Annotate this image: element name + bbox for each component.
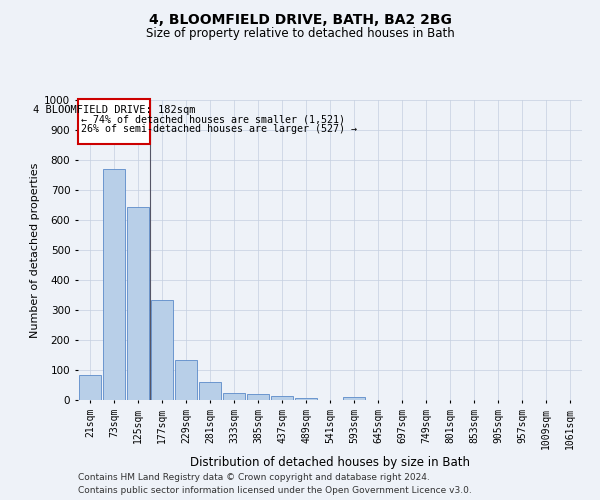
Text: 26% of semi-detached houses are larger (527) →: 26% of semi-detached houses are larger (… [81, 124, 357, 134]
Text: Contains HM Land Registry data © Crown copyright and database right 2024.: Contains HM Land Registry data © Crown c… [78, 474, 430, 482]
FancyBboxPatch shape [79, 100, 151, 144]
Bar [103, 169, 125, 400]
Bar [295, 398, 317, 400]
X-axis label: Distribution of detached houses by size in Bath: Distribution of detached houses by size … [190, 456, 470, 468]
Bar [175, 360, 197, 400]
Y-axis label: Number of detached properties: Number of detached properties [30, 162, 40, 338]
Bar [79, 375, 101, 400]
Text: Size of property relative to detached houses in Bath: Size of property relative to detached ho… [146, 28, 454, 40]
Text: Contains public sector information licensed under the Open Government Licence v3: Contains public sector information licen… [78, 486, 472, 495]
Text: ← 74% of detached houses are smaller (1,521): ← 74% of detached houses are smaller (1,… [81, 115, 345, 125]
Bar [151, 300, 173, 400]
Bar [343, 397, 365, 400]
Bar [199, 382, 221, 400]
Text: 4 BLOOMFIELD DRIVE: 182sqm: 4 BLOOMFIELD DRIVE: 182sqm [33, 105, 196, 115]
Bar [247, 394, 269, 400]
Bar [271, 396, 293, 400]
Bar [223, 392, 245, 400]
Bar [127, 207, 149, 400]
Text: 4, BLOOMFIELD DRIVE, BATH, BA2 2BG: 4, BLOOMFIELD DRIVE, BATH, BA2 2BG [149, 12, 451, 26]
